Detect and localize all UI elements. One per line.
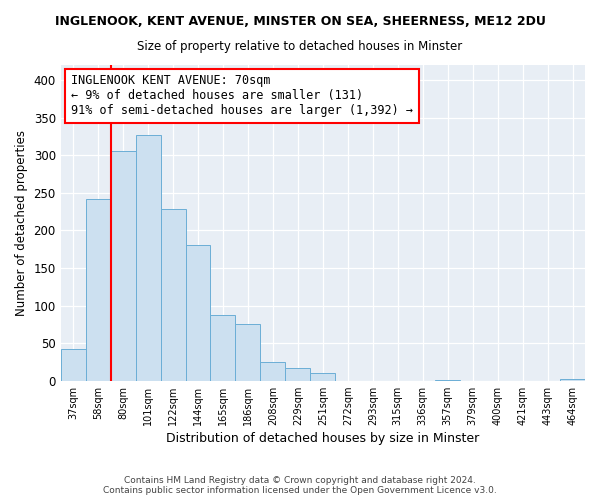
X-axis label: Distribution of detached houses by size in Minster: Distribution of detached houses by size … xyxy=(166,432,479,445)
Bar xyxy=(136,135,161,380)
Bar xyxy=(161,210,185,380)
Bar xyxy=(61,349,86,380)
Y-axis label: Number of detached properties: Number of detached properties xyxy=(15,130,28,316)
Text: INGLENOOK, KENT AVENUE, MINSTER ON SEA, SHEERNESS, ME12 2DU: INGLENOOK, KENT AVENUE, MINSTER ON SEA, … xyxy=(55,15,545,28)
Text: Contains HM Land Registry data © Crown copyright and database right 2024.
Contai: Contains HM Land Registry data © Crown c… xyxy=(103,476,497,495)
Bar xyxy=(86,199,110,380)
Bar xyxy=(185,246,211,380)
Text: Size of property relative to detached houses in Minster: Size of property relative to detached ho… xyxy=(137,40,463,53)
Bar xyxy=(260,362,286,380)
Text: INGLENOOK KENT AVENUE: 70sqm
← 9% of detached houses are smaller (131)
91% of se: INGLENOOK KENT AVENUE: 70sqm ← 9% of det… xyxy=(71,74,413,118)
Bar xyxy=(310,373,335,380)
Bar xyxy=(211,314,235,380)
Bar xyxy=(560,379,585,380)
Bar xyxy=(286,368,310,380)
Bar xyxy=(235,324,260,380)
Bar xyxy=(110,152,136,380)
